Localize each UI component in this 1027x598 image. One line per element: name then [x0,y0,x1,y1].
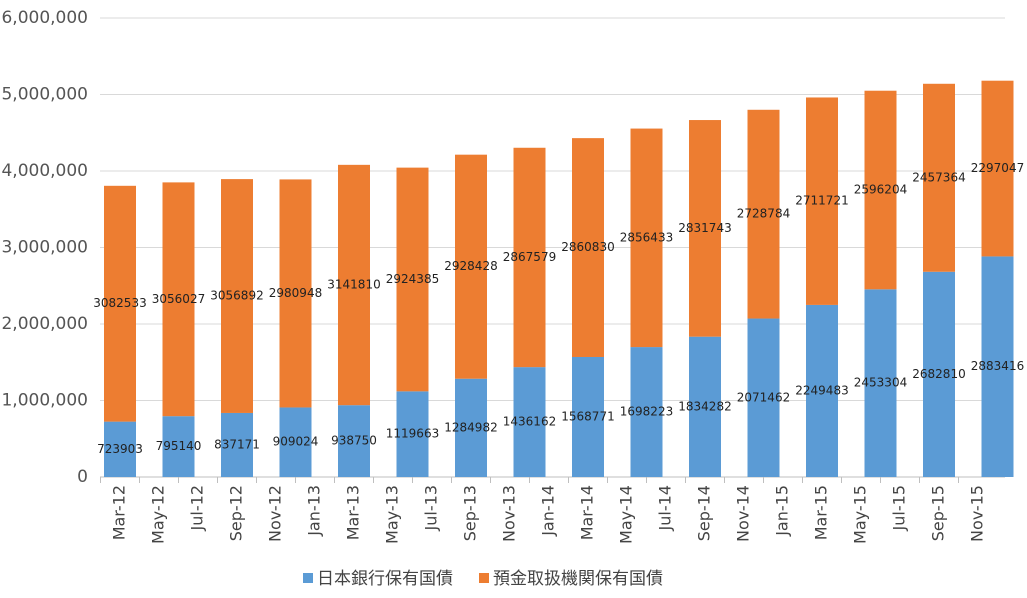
bar-segment [689,120,721,337]
bar-segment [572,356,604,477]
data-label: 3056027 [152,292,205,306]
bar-segment [279,179,312,408]
x-tick-label: Jul-12 [188,485,207,531]
legend-swatch [303,573,313,583]
data-label: 3141810 [327,278,380,292]
bar-segment [396,391,429,477]
data-label: 2453304 [854,376,907,390]
bar-segment [981,80,1014,257]
x-tick-label: Nov-13 [500,485,519,542]
x-tick-label: Jan-13 [305,485,324,537]
bar-segment [455,378,487,477]
bar-segment [455,154,487,379]
bar-segment [689,336,721,477]
bar-segment [630,128,663,348]
x-tick-label: Mar-13 [344,485,363,540]
data-label: 2980948 [269,286,322,300]
data-label: 3082533 [93,296,146,310]
data-label: 2596204 [854,183,907,197]
bar-segment [513,367,546,477]
data-label: 2856433 [620,230,673,244]
y-tick-label: 1,000,000 [1,391,88,411]
x-tick-label: Jan-14 [539,485,558,537]
data-label: 1834282 [678,399,731,413]
y-tick-label: 5,000,000 [1,85,88,105]
data-label: 2711721 [795,194,848,208]
x-tick-label: Nov-12 [266,485,285,542]
bar-segment [923,83,955,272]
x-tick-label: May-13 [383,485,402,544]
data-label: 795140 [156,439,202,453]
x-tick-label: Mar-14 [578,485,597,540]
y-tick-label: 6,000,000 [1,8,88,28]
x-tick-label: Sep-13 [461,485,480,541]
data-label: 2682810 [912,367,965,381]
bar-segment [806,304,838,477]
y-tick-label: 0 [77,467,88,487]
x-tick-label: Jul-14 [656,485,675,531]
x-tick-label: Mar-15 [812,485,831,540]
data-label: 2831743 [678,221,731,235]
data-label: 2297047 [971,161,1024,175]
legend-label: 日本銀行保有国債 [317,569,453,589]
y-tick-label: 2,000,000 [1,314,88,334]
bar-segment [630,347,663,477]
data-label: 2071462 [737,390,790,404]
data-label: 2728784 [737,207,790,221]
bar-segment [864,90,897,290]
x-tick-label: May-14 [617,485,636,544]
data-label: 1698223 [620,405,673,419]
bar-segment [104,185,136,422]
legend-swatch [479,573,489,583]
bar-segment [279,407,312,477]
x-tick-label: May-12 [149,485,168,544]
data-label: 2457364 [912,170,965,184]
data-label: 1568771 [561,409,614,423]
data-label: 2249483 [795,383,848,397]
bar-segment [162,182,195,417]
x-tick-label: Mar-12 [110,485,129,540]
x-tick-label: May-15 [851,485,870,544]
data-label: 723903 [97,442,143,456]
x-tick-label: Nov-15 [968,485,987,542]
bar-segment [864,289,897,477]
data-label: 2928428 [444,259,497,273]
x-tick-label: Jan-15 [773,485,792,537]
data-label: 1119663 [386,427,439,441]
bar-segment [513,147,546,368]
bar-segment [338,405,370,477]
bar-segment [221,412,253,477]
bar-segment [572,138,604,357]
bar-segment [104,421,136,477]
bar-segment [396,167,429,392]
x-tick-label: Nov-14 [734,485,753,542]
data-label: 837171 [214,437,260,451]
data-label: 2867579 [503,250,556,264]
data-label: 909024 [273,435,319,449]
data-label: 2860830 [561,240,614,254]
bar-segment [981,256,1014,477]
y-tick-label: 3,000,000 [1,238,88,258]
data-label: 938750 [331,434,377,448]
bar-segment [162,416,195,477]
bar-segment [221,179,253,413]
bar-segment [747,318,780,477]
x-tick-label: Sep-15 [929,485,948,541]
bar-segment [806,97,838,305]
data-label: 1436162 [503,415,556,429]
data-label: 1284982 [444,420,497,434]
bar-segment [338,164,370,406]
data-label: 2883416 [971,359,1024,373]
data-label: 2924385 [386,272,439,286]
y-tick-label: 4,000,000 [1,161,88,181]
legend-label: 預金取扱機関保有国債 [493,569,663,589]
x-tick-label: Jul-13 [422,485,441,531]
x-tick-label: Sep-12 [227,485,246,541]
x-tick-label: Jul-15 [890,485,909,531]
bar-segment [747,109,780,319]
x-tick-label: Sep-14 [695,485,714,541]
bar-segment [923,271,955,477]
data-label: 3056892 [210,289,263,303]
